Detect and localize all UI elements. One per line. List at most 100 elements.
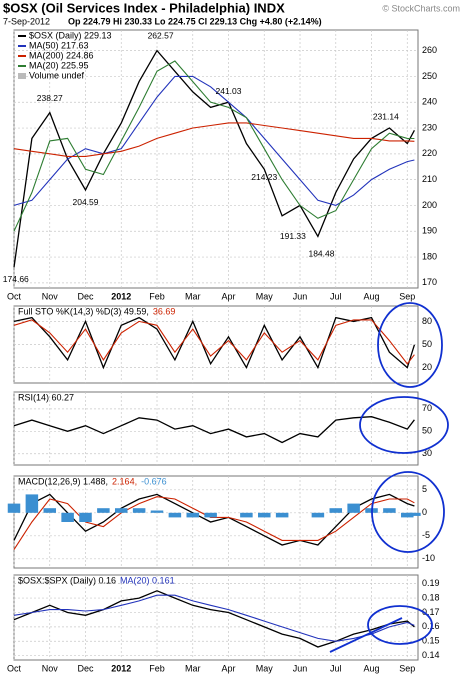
y-tick-label: 70: [422, 403, 432, 413]
x-tick-label: Feb: [149, 663, 165, 673]
histogram-bar: [7, 503, 21, 513]
histogram-bar: [132, 508, 146, 513]
x-tick-label: Jul: [330, 291, 342, 301]
x-tick-label: Mar: [185, 291, 201, 301]
x-tick-label: Aug: [364, 663, 380, 673]
date: 7-Sep-2012: [3, 16, 50, 26]
price-annotation: 184.48: [308, 249, 334, 259]
title: $OSX (Oil Services Index - Philadelphia)…: [3, 0, 285, 15]
price-annotation: 191.33: [280, 231, 306, 241]
histogram-bar: [311, 512, 325, 518]
price-annotation: 238.27: [37, 93, 63, 103]
y-tick-label: 80: [422, 316, 432, 326]
y-tick-label: 260: [422, 45, 437, 55]
plot-frame: [13, 574, 419, 661]
trend-line: [329, 617, 403, 653]
x-tick-label: 2012: [111, 663, 131, 673]
x-tick-label: Nov: [42, 291, 59, 301]
y-tick-label: 0.18: [422, 592, 440, 602]
series-line: [13, 594, 415, 642]
y-tick-label: 0: [422, 507, 427, 517]
histogram-bar: [258, 512, 271, 518]
y-tick-label: 0.14: [422, 650, 440, 660]
quote: Op 224.79 Hi 230.33 Lo 224.75 Cl 229.13 …: [68, 16, 322, 26]
x-tick-label: May: [256, 291, 274, 301]
x-tick-label: Jun: [293, 291, 308, 301]
price-annotation: 231.14: [373, 111, 399, 121]
highlight: [371, 471, 445, 553]
x-tick-label: Aug: [364, 291, 380, 301]
y-tick-label: 220: [422, 148, 437, 158]
x-tick-label: Sep: [399, 663, 415, 673]
legend-label: 36.69: [153, 306, 176, 316]
histogram-bar: [275, 512, 289, 518]
legend-label: MA(50) 217.63: [29, 40, 89, 50]
y-tick-label: 0.16: [422, 621, 440, 631]
x-tick-label: Dec: [77, 291, 94, 301]
legend-label: $OSX (Daily) 229.13: [29, 30, 112, 40]
y-tick-label: 180: [422, 251, 437, 261]
x-tick-label: Feb: [149, 291, 165, 301]
highlight: [367, 605, 433, 645]
price-annotation: 262.57: [148, 30, 174, 40]
histogram-bar: [204, 512, 217, 518]
series-line: [13, 75, 415, 206]
x-tick-label: Sep: [399, 291, 415, 301]
x-tick-label: Apr: [222, 291, 236, 301]
plot-frame: [13, 29, 419, 289]
credit: © StockCharts.com: [382, 3, 460, 13]
legend-label: $OSX:$SPX (Daily) 0.16: [18, 575, 116, 585]
series-line: [13, 122, 415, 157]
series-line: [13, 60, 415, 232]
x-tick-label: Jul: [330, 663, 342, 673]
histogram-bar: [79, 512, 92, 522]
legend-label: MA(20) 225.95: [29, 60, 89, 70]
y-tick-label: 200: [422, 200, 437, 210]
histogram-bar: [408, 512, 421, 516]
y-tick-label: 210: [422, 174, 437, 184]
y-tick-label: -10: [422, 553, 435, 563]
legend-label: MA(200) 224.86: [29, 50, 94, 60]
series-line: [13, 590, 415, 648]
histogram-bar: [97, 508, 110, 513]
y-tick-label: 50: [422, 426, 432, 436]
y-tick-label: 250: [422, 71, 437, 81]
plot-frame: [13, 391, 419, 466]
y-tick-label: 0.17: [422, 607, 440, 617]
x-tick-label: 2012: [111, 291, 131, 301]
histogram-bar: [186, 512, 200, 518]
histogram-bar: [25, 494, 39, 513]
y-tick-label: 170: [422, 277, 437, 287]
series-line: [13, 316, 416, 370]
legend-swatch: [18, 73, 26, 79]
histogram-bar: [115, 508, 128, 513]
y-tick-label: 0.19: [422, 578, 440, 588]
histogram-bar: [150, 510, 164, 513]
y-tick-label: 240: [422, 97, 437, 107]
highlights: [329, 302, 449, 653]
price-annotation: 214.23: [251, 172, 277, 182]
y-tick-label: 30: [422, 448, 432, 458]
y-tick-label: 230: [422, 122, 437, 132]
y-tick-label: 20: [422, 362, 432, 372]
histogram-bar: [329, 508, 343, 513]
x-tick-label: Apr: [222, 663, 236, 673]
histogram-bar: [347, 503, 360, 513]
histogram-bar: [401, 512, 414, 518]
y-tick-label: 190: [422, 226, 437, 236]
x-tick-label: Dec: [77, 663, 94, 673]
y-tick-label: 5: [422, 484, 427, 494]
legend-label: -0.676: [141, 476, 167, 486]
legend-label: 2.164,: [112, 476, 137, 486]
legend-label: MA(20) 0.161: [120, 575, 175, 585]
legend-label: MACD(12,26,9) 1.488,: [18, 476, 108, 486]
y-tick-label: 0.15: [422, 636, 440, 646]
y-tick-label: 50: [422, 339, 432, 349]
series-line: [13, 416, 415, 444]
legend-label: Full STO %K(14,3) %D(3) 49.59,: [18, 306, 149, 316]
highlight: [359, 396, 449, 454]
x-tick-label: Oct: [7, 663, 22, 673]
